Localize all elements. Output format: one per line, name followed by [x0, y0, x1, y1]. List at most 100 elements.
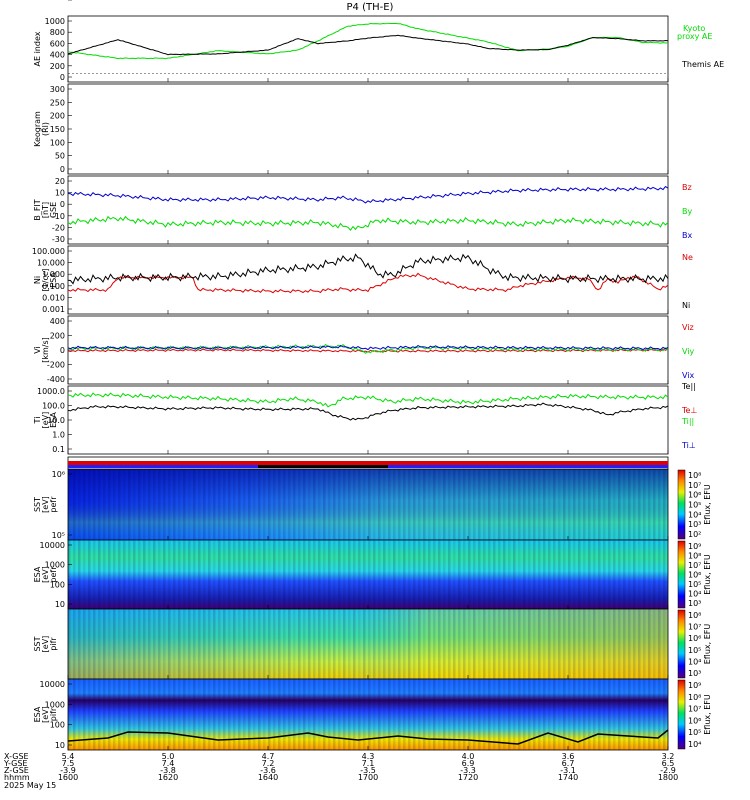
sst-electron-panel-stripe	[563, 469, 566, 540]
sst-electron-panel-stripe	[548, 469, 551, 540]
esa-electron-panel-stripe	[478, 540, 481, 609]
sst-electron-panel-stripe	[73, 469, 76, 540]
esa-electron-panel-stripe	[98, 540, 101, 609]
density-panel-ytick: 1.000	[42, 270, 65, 279]
footer-tick-value: -3.6	[260, 766, 276, 775]
sst-electron-panel-stripe	[438, 469, 441, 540]
footer-tick-value: 3.6	[562, 752, 575, 761]
esa-ion-panel-stripe	[393, 679, 396, 750]
sst-ion-panel-stripe	[633, 609, 636, 679]
footer-tick-value: 6.7	[562, 759, 575, 768]
ae-panel-ytick: 400	[50, 51, 65, 60]
esa-electron-panel-stripe	[413, 540, 416, 609]
esa-ion-panel-stripe	[213, 679, 216, 750]
bfield-panel-ytick: 20	[55, 177, 65, 186]
sst-electron-panel-stripe	[113, 469, 116, 540]
esa-electron-panel-stripe	[183, 540, 186, 609]
esa-electron-panel-stripe	[243, 540, 246, 609]
sst-electron-panel-stripe	[503, 469, 506, 540]
esa-ion-panel-stripe	[348, 679, 351, 750]
esa-ion-panel-stripe	[653, 679, 656, 750]
esa-ion-panel-stripe	[103, 679, 106, 750]
esa-ion-panel-stripe	[143, 679, 146, 750]
sst-ion-panel-stripe	[518, 609, 521, 679]
sst-electron-panel-stripe	[198, 469, 201, 540]
sst-electron-panel-stripe	[453, 469, 456, 540]
esa-ion-panel-stripe	[408, 679, 411, 750]
sst-electron-panel-stripe	[593, 469, 596, 540]
esa-electron-panel-stripe	[653, 540, 656, 609]
esa-electron-panel-stripe	[418, 540, 421, 609]
sst-electron-panel-stripe	[138, 469, 141, 540]
sst-ion-panel-stripe	[383, 609, 386, 679]
sst-ion-panel-colorbar-tick: 10⁵	[688, 646, 701, 655]
esa-electron-panel-stripe	[108, 540, 111, 609]
esa-electron-panel-stripe	[383, 540, 386, 609]
bfield-panel-series-bx	[67, 185, 669, 204]
esa-ion-panel-stripe	[278, 679, 281, 750]
sst-electron-panel-stripe	[248, 469, 251, 540]
sst-ion-panel-stripe	[543, 609, 546, 679]
esa-electron-panel-stripe	[353, 540, 356, 609]
esa-electron-panel-stripe	[338, 540, 341, 609]
sst-electron-panel-stripe	[318, 469, 321, 540]
sst-ion-panel-stripe	[333, 609, 336, 679]
velocity-panel-series-vix	[67, 344, 669, 351]
sst-ion-panel-stripe	[583, 609, 586, 679]
esa-ion-temperature-trace	[67, 729, 669, 745]
sst-ion-panel-stripe	[198, 609, 201, 679]
esa-ion-panel-stripe	[413, 679, 416, 750]
esa-ion-panel-stripe	[68, 679, 71, 750]
sst-ion-panel-ylabel: pifr	[49, 637, 58, 651]
sst-electron-panel-stripe	[353, 469, 356, 540]
esa-electron-panel-stripe	[208, 540, 211, 609]
sst-ion-panel-stripe	[548, 609, 551, 679]
sst-ion-panel-stripe	[208, 609, 211, 679]
sst-electron-panel-colorbar-tick: 10³	[688, 520, 701, 529]
esa-electron-panel-stripe	[643, 540, 646, 609]
bfield-panel-series-by	[67, 215, 669, 232]
sst-electron-panel-stripe	[568, 469, 571, 540]
esa-ion-panel-stripe	[353, 679, 356, 750]
esa-ion-panel-stripe	[218, 679, 221, 750]
sst-ion-panel-stripe	[288, 609, 291, 679]
esa-electron-panel-stripe	[213, 540, 216, 609]
esa-electron-panel-ytick: 1000	[45, 561, 65, 570]
sst-ion-panel-stripe	[348, 609, 351, 679]
sst-ion-panel-stripe	[108, 609, 111, 679]
sst-ion-panel-stripe	[508, 609, 511, 679]
esa-ion-panel-stripe	[268, 679, 271, 750]
sst-electron-panel-stripe	[153, 469, 156, 540]
sst-electron-panel-stripe	[368, 469, 371, 540]
esa-electron-panel-stripe	[548, 540, 551, 609]
sst-ion-panel-stripe	[113, 609, 116, 679]
esa-electron-panel-stripe	[638, 540, 641, 609]
ae-panel-series-themisae	[67, 34, 669, 56]
sst-electron-panel-stripe	[523, 469, 526, 540]
density-panel-ylabel: Ni	[33, 276, 42, 284]
sst-electron-panel-stripe	[403, 469, 406, 540]
velocity-panel-ytick: -400	[47, 375, 65, 384]
esa-electron-panel-stripe	[583, 540, 586, 609]
sst-electron-panel-stripe	[83, 469, 86, 540]
sst-ion-panel-stripe	[473, 609, 476, 679]
esa-ion-panel-stripe	[98, 679, 101, 750]
sst-ion-panel-stripe	[488, 609, 491, 679]
esa-ion-panel-stripe	[503, 679, 506, 750]
footer-tick-value: -3.3	[460, 766, 476, 775]
sst-electron-panel-stripe	[283, 469, 286, 540]
status-bar-red	[68, 461, 668, 465]
sst-electron-panel-stripe	[103, 469, 106, 540]
bfield-panel-ytick: -10	[52, 212, 65, 221]
esa-electron-panel-stripe	[138, 540, 141, 609]
ae-legend-kyoto: Kyoto	[683, 24, 705, 33]
esa-ion-panel-stripe	[498, 679, 501, 750]
sst-ion-panel-stripe	[483, 609, 486, 679]
sst-electron-panel-stripe	[298, 469, 301, 540]
esa-ion-panel-stripe	[383, 679, 386, 750]
sst-ion-panel-stripe	[248, 609, 251, 679]
sst-electron-panel-stripe	[558, 469, 561, 540]
sst-electron-panel-stripe	[413, 469, 416, 540]
footer-tick-value: -3.1	[560, 766, 576, 775]
sst-ion-panel-stripe	[153, 609, 156, 679]
